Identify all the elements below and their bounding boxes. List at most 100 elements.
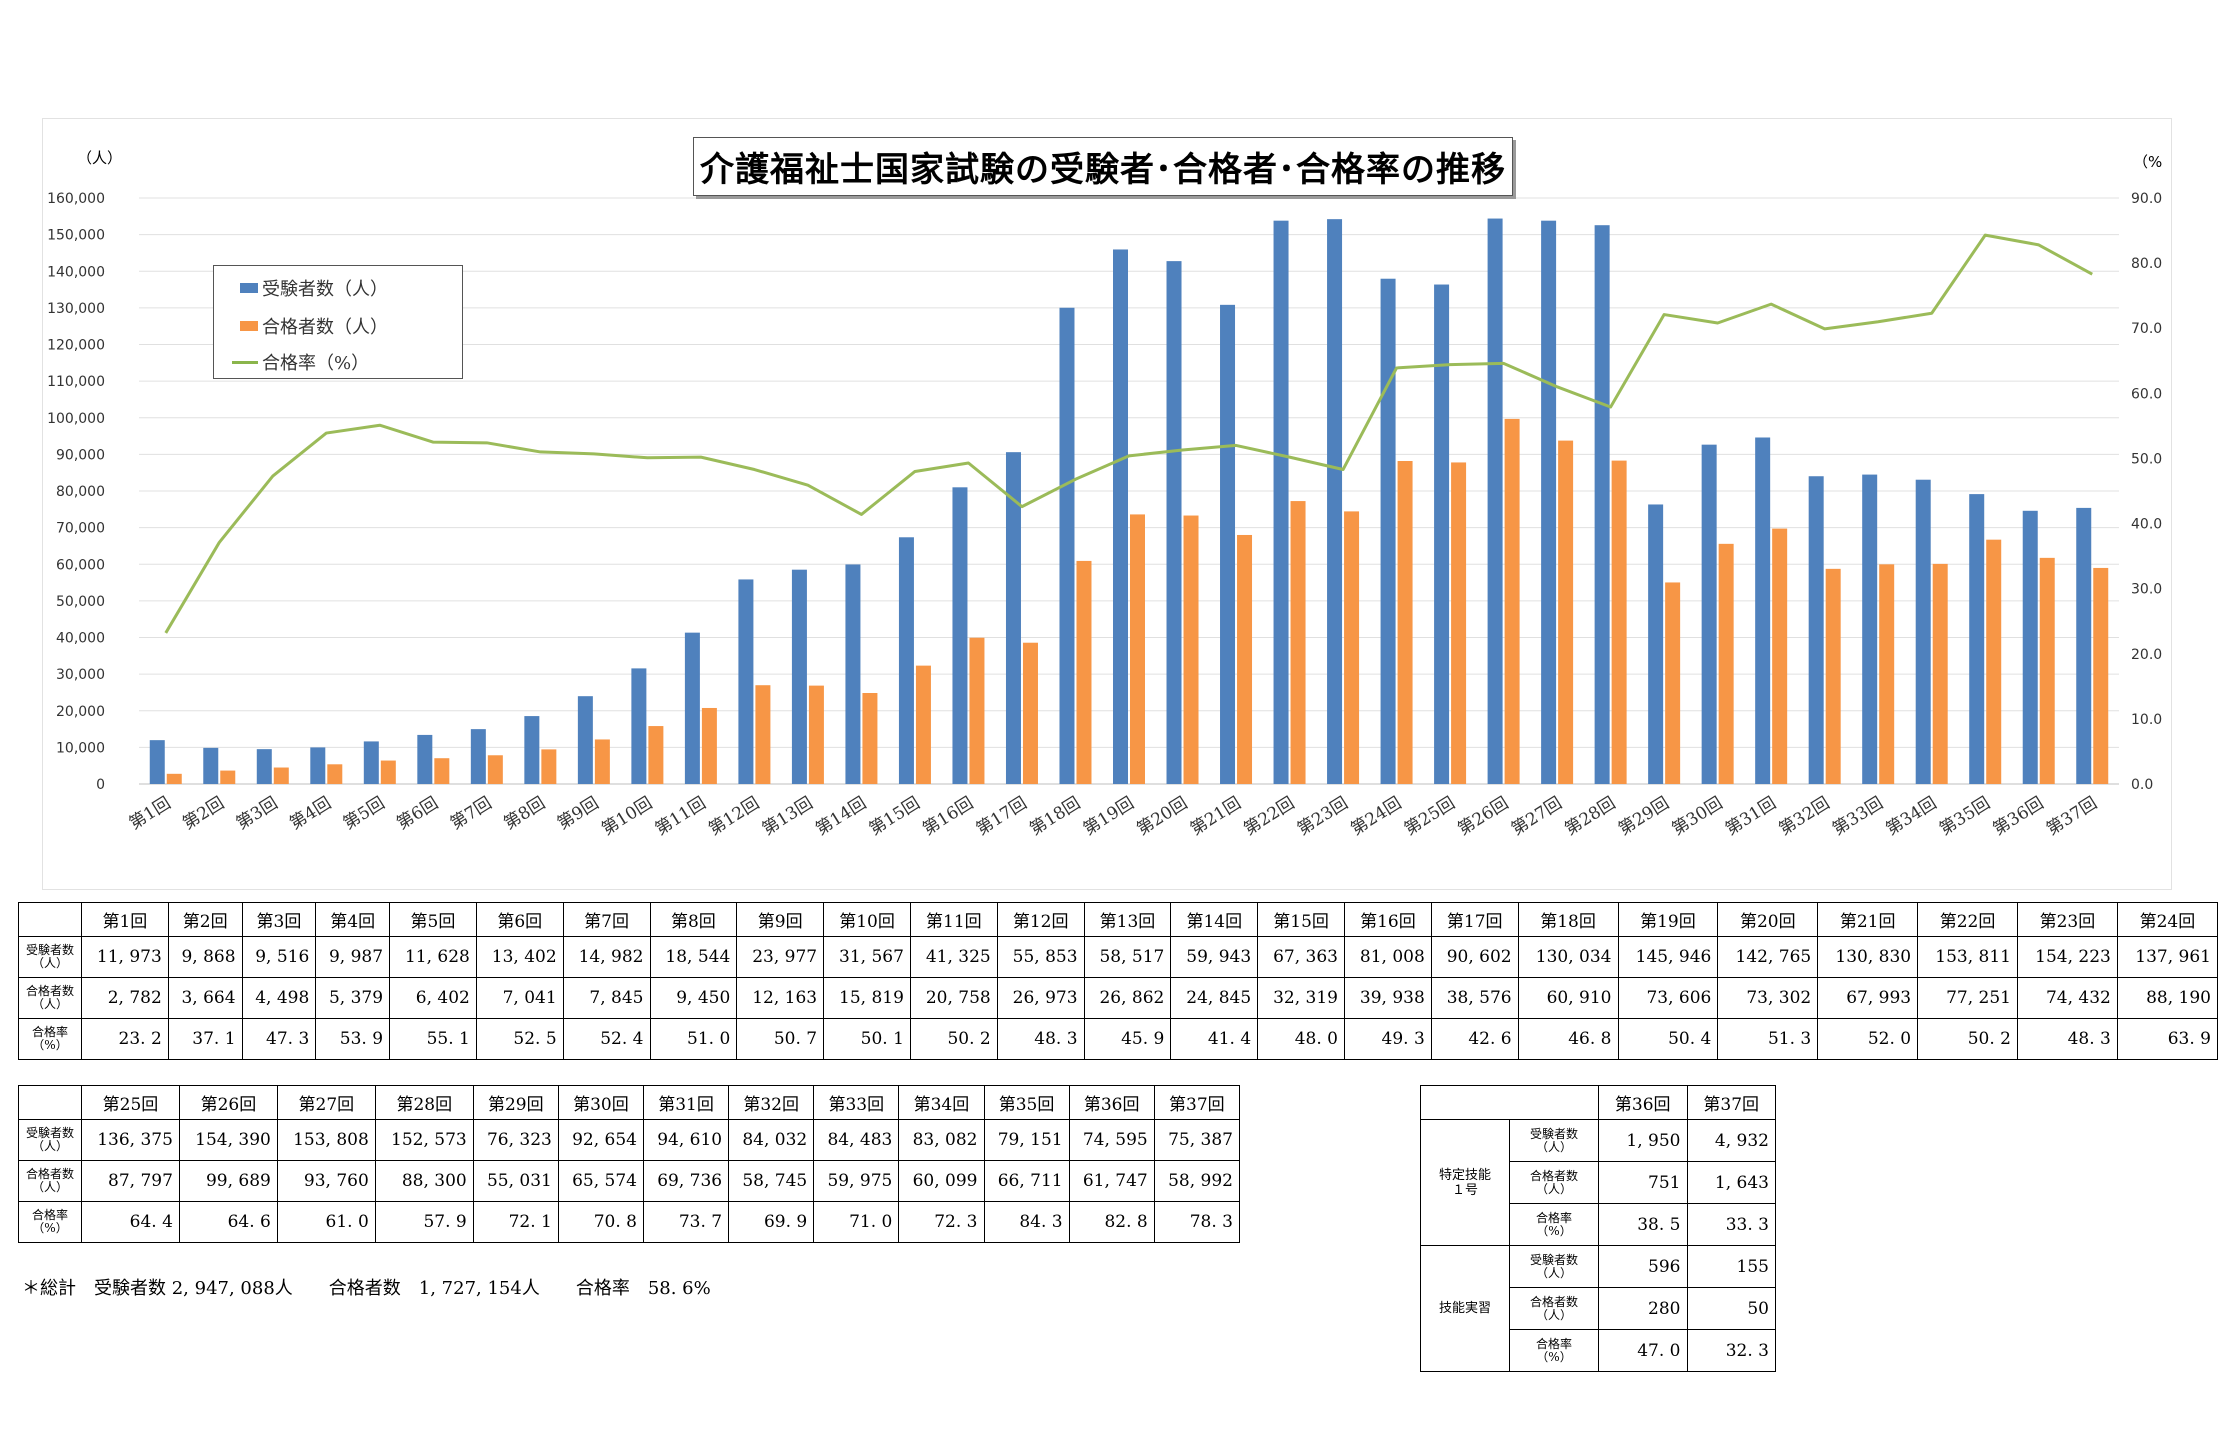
row-label-line2: （%） <box>1536 1349 1572 1364</box>
column-header: 第14回 <box>1170 902 1259 937</box>
bar-passers <box>1076 560 1092 784</box>
x-tick-label: 第28回 <box>1561 793 1619 839</box>
x-tick-label: 第30回 <box>1669 793 1727 839</box>
table-cell: 63. 9 <box>2116 1018 2219 1060</box>
row-label: 受験者数 （人） <box>1509 1245 1599 1288</box>
table-cell: 79, 151 <box>983 1119 1070 1161</box>
chart-title: 介護福祉士国家試験の受験者･合格者･合格率の推移 <box>693 137 1513 196</box>
bar-passers <box>327 764 343 784</box>
bar-passers <box>1397 461 1413 784</box>
x-tick-label: 第10回 <box>598 793 656 839</box>
bar-passers <box>1718 543 1734 784</box>
x-tick-label: 第12回 <box>705 793 763 839</box>
legend-label-pass-rate: 合格率（%） <box>262 353 370 374</box>
column-header: 第37回 <box>1153 1085 1241 1120</box>
column-header: 第9回 <box>736 902 825 937</box>
row-label: 受験者数 （人） <box>18 936 82 978</box>
right-tick-label: 30.0 <box>2131 582 2162 598</box>
column-header: 第10回 <box>823 902 911 937</box>
bar-applicants <box>1166 261 1182 784</box>
group-label: 特定技能 １号 <box>1420 1119 1510 1246</box>
results-table-25-37: 第25回 第26回 第27回 第28回 第29回 第30回 第31回 第32回 第33回 第34回… <box>18 1085 1241 1243</box>
pass-rate-line <box>164 233 2093 634</box>
table-cell: 49. 3 <box>1344 1018 1432 1060</box>
group-label-line1: 特定技能 <box>1438 1167 1491 1183</box>
bar-passers <box>380 760 396 784</box>
table-cell: 9, 868 <box>167 936 243 978</box>
table-cell: 9, 450 <box>649 977 738 1019</box>
right-tick-label: 50.0 <box>2131 451 2162 467</box>
table-cell: 53. 9 <box>315 1018 391 1060</box>
table-cell: 1, 950 <box>1598 1119 1688 1162</box>
bar-applicants <box>1648 504 1664 784</box>
table-cell: 69, 736 <box>642 1160 730 1202</box>
table-cell: 64. 4 <box>81 1201 180 1243</box>
header-corner <box>1420 1085 1599 1120</box>
table-cell: 84. 3 <box>983 1201 1070 1243</box>
table-row: 技能実習 受験者数 （人） 596 155 <box>1420 1245 1776 1372</box>
x-tick-label: 第15回 <box>866 793 924 839</box>
table-cell: 51. 3 <box>1717 1018 1819 1060</box>
column-header: 第5回 <box>389 902 477 937</box>
table-cell: 50. 4 <box>1617 1018 1719 1060</box>
table-cell: 18, 544 <box>649 936 738 978</box>
group-label-line1: 技能実習 <box>1438 1301 1491 1316</box>
chart-panel: 0 10,000 20,000 30,000 40,000 50,000 60,000 70,… <box>42 118 2172 890</box>
bar-applicants <box>2022 510 2038 784</box>
table-cell: 55, 031 <box>472 1160 559 1202</box>
row-label: 合格者数 （人） <box>18 977 82 1019</box>
header-corner <box>18 1085 82 1120</box>
table-cell: 52. 0 <box>1817 1018 1919 1060</box>
table-cell: 153, 808 <box>276 1119 376 1161</box>
column-header: 第35回 <box>983 1085 1070 1120</box>
legend-item-applicants: 受験者数（人） <box>240 276 388 300</box>
column-header: 第4回 <box>315 902 391 937</box>
table-cell: 50. 2 <box>909 1018 998 1060</box>
table-row: 合格者数 （人） 280 50 <box>1421 1287 1776 1330</box>
legend-swatch-pass-rate <box>232 361 258 364</box>
row-label: 合格者数 （人） <box>1509 1161 1599 1204</box>
bar-passers <box>273 767 289 784</box>
bar-applicants <box>203 747 219 784</box>
column-header: 第25回 <box>81 1085 180 1120</box>
table-cell: 88, 300 <box>374 1160 474 1202</box>
bar-passers <box>166 773 182 784</box>
table-cell: 130, 034 <box>1517 936 1619 978</box>
table-cell: 14, 982 <box>562 936 651 978</box>
table-cell: 32. 3 <box>1686 1329 1776 1372</box>
bar-applicants <box>524 716 540 784</box>
x-tick-label: 第33回 <box>1829 793 1887 839</box>
row-label: 受験者数 （人） <box>1509 1119 1599 1162</box>
left-tick-label: 20,000 <box>56 704 105 720</box>
row-label: 合格率 （%） <box>18 1201 82 1243</box>
row-label-line2: （%） <box>32 1221 68 1235</box>
bar-passers <box>1183 515 1199 784</box>
row-label-line2: （人） <box>31 1180 68 1194</box>
total-note: ＊総計 受験者数 2, 947, 088人 合格者数 1, 727, 154人 … <box>22 1278 711 1299</box>
right-tick-label: 90.0 <box>2131 191 2162 207</box>
table-cell: 76, 323 <box>472 1119 559 1161</box>
left-tick-label: 110,000 <box>47 374 105 390</box>
bar-applicants <box>1541 220 1557 784</box>
right-tick-label: 60.0 <box>2131 386 2162 402</box>
left-tick-label: 140,000 <box>47 264 105 280</box>
foreign-candidates-table: 第36回 第37回 特定技能 １号 受験者数 （人） 1, 950 4, 932 合格者数 （人）… <box>1420 1085 1776 1372</box>
bar-applicants <box>1327 219 1343 784</box>
bar-applicants <box>1969 494 1985 784</box>
row-label-line1: 合格率 <box>1535 1210 1572 1225</box>
x-tick-label: 第23回 <box>1294 793 1352 839</box>
bar-passers <box>434 758 450 784</box>
table-cell: 20, 758 <box>909 977 998 1019</box>
table-cell: 90, 602 <box>1430 936 1519 978</box>
bar-applicants <box>738 579 754 784</box>
bar-applicants <box>256 749 272 784</box>
bar-applicants <box>1915 479 1931 784</box>
column-header: 第19回 <box>1617 902 1719 937</box>
table-cell: 7, 041 <box>475 977 564 1019</box>
right-axis-ticks: 0.0 10.0 20.0 30.0 40.0 50.0 60.0 70.0 80.0 90.0 <box>2131 191 2162 793</box>
x-tick-label: 第18回 <box>1026 793 1084 839</box>
row-label: 合格率 （%） <box>18 1018 82 1060</box>
bar-applicants <box>684 632 700 784</box>
table-cell: 39, 938 <box>1344 977 1432 1019</box>
row-label-line1: 合格者数 <box>25 984 74 998</box>
